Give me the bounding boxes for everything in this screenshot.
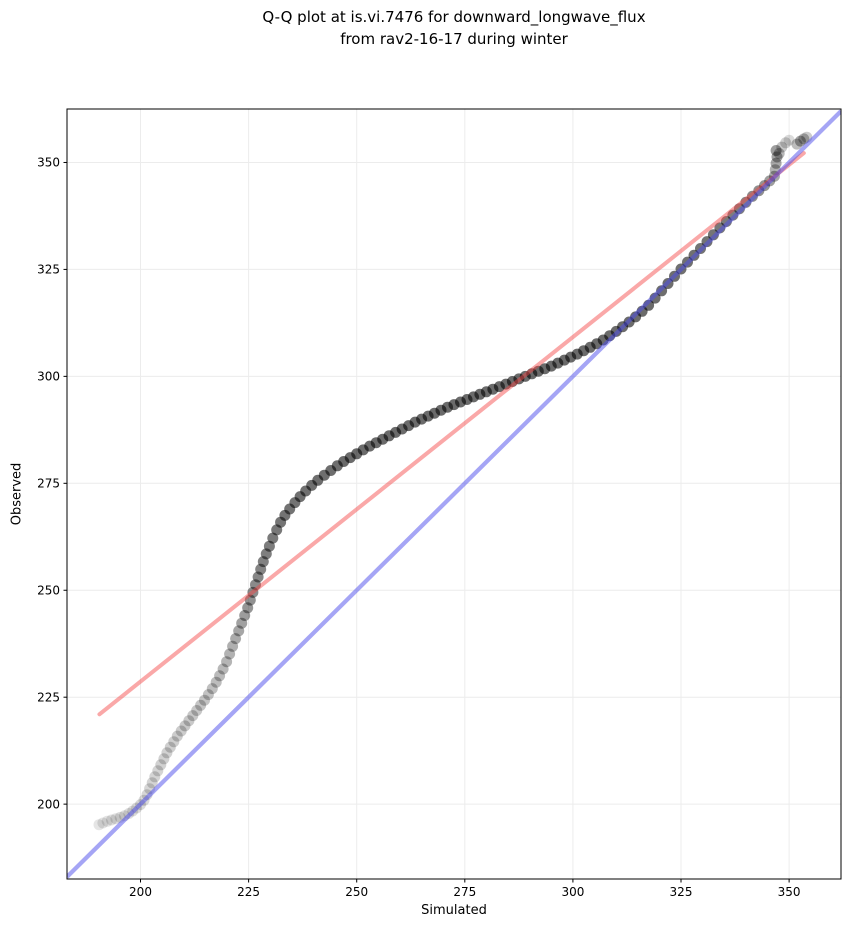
y-tick-label: 325 [37,263,60,277]
chart-title-line-2: from rav2-16-17 during winter [340,30,568,48]
y-axis-ticks: 200 225 250 275 300 325 350 [37,156,67,811]
chart-title: Q-Q plot at is.vi.7476 for downward_long… [67,6,841,50]
x-tick-label: 275 [453,885,476,899]
y-tick-label: 300 [37,370,60,384]
y-tick-label: 350 [37,156,60,170]
y-tick-label: 250 [37,583,60,597]
gridlines [67,109,841,879]
fit-line [97,151,806,717]
identity-line [67,109,841,879]
x-tick-label: 300 [561,885,584,899]
x-tick-label: 350 [778,885,801,899]
y-axis-label: Observed [9,462,25,526]
plot-spines [66,108,842,880]
y-tick-label: 275 [37,477,60,491]
qq-scatter-points [93,131,813,831]
x-tick-label: 325 [670,885,693,899]
x-axis-ticks: 200 225 250 275 300 325 350 [129,879,801,899]
x-tick-label: 200 [129,885,152,899]
x-tick-label: 250 [345,885,368,899]
y-tick-label: 225 [37,690,60,704]
x-axis-label: Simulated [421,903,487,918]
chart-title-line-1: Q-Q plot at is.vi.7476 for downward_long… [262,8,646,26]
y-tick-label: 200 [37,797,60,811]
x-tick-label: 225 [237,885,260,899]
